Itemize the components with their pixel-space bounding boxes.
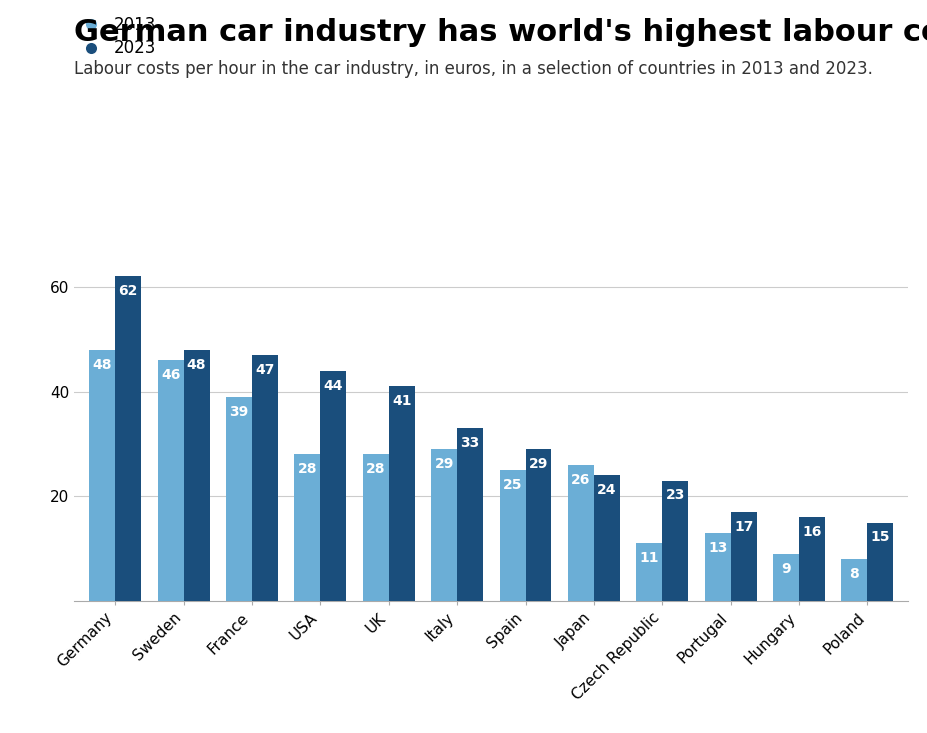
- Bar: [868, 523, 894, 601]
- Bar: [730, 512, 756, 601]
- Bar: [226, 397, 252, 601]
- Bar: [252, 355, 278, 601]
- Text: 24: 24: [597, 483, 616, 497]
- Bar: [594, 476, 620, 601]
- Text: 48: 48: [93, 358, 112, 372]
- Bar: [636, 543, 662, 601]
- Text: 8: 8: [849, 567, 859, 581]
- Text: 46: 46: [161, 368, 180, 382]
- Text: 11: 11: [640, 551, 659, 565]
- Text: 28: 28: [366, 463, 386, 476]
- Text: 44: 44: [324, 378, 343, 393]
- Bar: [295, 454, 321, 601]
- Bar: [705, 533, 730, 601]
- Bar: [89, 350, 115, 601]
- Bar: [568, 465, 594, 601]
- Bar: [115, 276, 141, 601]
- Bar: [431, 449, 457, 601]
- Legend: 2013, 2023: 2013, 2023: [74, 15, 157, 57]
- Text: 17: 17: [734, 520, 754, 534]
- Text: 29: 29: [528, 457, 548, 471]
- Text: 13: 13: [708, 541, 728, 555]
- Text: 9: 9: [781, 561, 791, 576]
- Bar: [500, 470, 526, 601]
- Bar: [388, 386, 414, 601]
- Bar: [842, 559, 868, 601]
- Text: 16: 16: [803, 525, 821, 539]
- Text: 23: 23: [666, 488, 685, 503]
- Text: 39: 39: [229, 405, 248, 419]
- Bar: [773, 554, 799, 601]
- Text: 47: 47: [255, 363, 274, 377]
- Bar: [662, 481, 688, 601]
- Bar: [184, 350, 210, 601]
- Bar: [799, 517, 825, 601]
- Text: 28: 28: [298, 463, 317, 476]
- Text: 48: 48: [187, 358, 207, 372]
- Text: Labour costs per hour in the car industry, in euros, in a selection of countries: Labour costs per hour in the car industr…: [74, 60, 873, 78]
- Bar: [362, 454, 388, 601]
- Text: German car industry has world's highest labour costs: German car industry has world's highest …: [74, 18, 927, 48]
- Text: 15: 15: [870, 531, 890, 545]
- Bar: [158, 360, 184, 601]
- Text: 33: 33: [461, 436, 480, 450]
- Text: 62: 62: [119, 284, 138, 298]
- Bar: [321, 371, 347, 601]
- Bar: [526, 449, 552, 601]
- Text: 26: 26: [571, 473, 590, 487]
- Text: 29: 29: [435, 457, 454, 471]
- Text: 25: 25: [502, 478, 522, 492]
- Text: 41: 41: [392, 394, 412, 408]
- Bar: [457, 428, 483, 601]
